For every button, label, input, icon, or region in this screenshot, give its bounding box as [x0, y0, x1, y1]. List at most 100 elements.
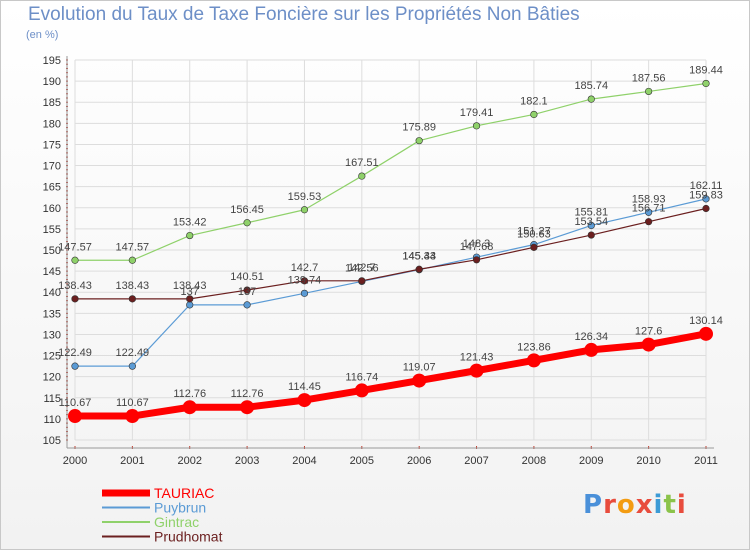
data-point-gintrac: [243, 219, 251, 227]
series-line-gintrac: [75, 82, 707, 261]
data-point-prudhomat: [645, 218, 653, 226]
legend-label-gintrac: Gintrac: [154, 514, 199, 530]
x-tick-label: 2001: [120, 455, 144, 467]
data-point-tauriac: [412, 373, 427, 388]
data-label-gintrac: 156.45: [230, 204, 264, 216]
data-label-gintrac: 167.51: [345, 157, 379, 169]
data-point-prudhomat: [530, 243, 538, 251]
y-tick-label: 165: [43, 182, 61, 194]
data-label-prudhomat: 147.68: [460, 241, 494, 253]
data-point-gintrac: [358, 172, 366, 180]
data-point-prudhomat: [472, 256, 481, 264]
data-label-prudhomat: 142.7: [348, 262, 376, 274]
data-point-puybrun: [587, 221, 595, 230]
data-label-tauriac: 110.67: [116, 397, 149, 409]
data-label-prudhomat: 153.54: [574, 216, 608, 228]
data-label-puybrun: 139.74: [288, 274, 322, 286]
data-label-tauriac: 112.76: [173, 388, 206, 400]
data-point-prudhomat: [702, 204, 710, 213]
data-label-gintrac: 185.74: [574, 80, 608, 92]
data-point-tauriac: [699, 326, 713, 341]
data-label-tauriac: 116.74: [345, 371, 378, 383]
data-label-gintrac: 187.56: [632, 72, 666, 84]
logo-letter: r: [603, 490, 617, 520]
series-line-puybrun: [75, 198, 707, 367]
x-tick-label: 2009: [579, 455, 603, 467]
data-point-tauriac: [641, 337, 656, 352]
data-label-puybrun: 122.49: [116, 347, 150, 359]
y-tick-label: 135: [43, 308, 61, 320]
data-label-tauriac: 127.6: [635, 326, 663, 338]
data-label-prudhomat: 156.71: [632, 203, 666, 215]
data-label-tauriac: 130.14: [689, 315, 723, 327]
data-label-prudhomat: 142.7: [291, 262, 319, 274]
data-point-tauriac: [182, 400, 197, 415]
data-point-gintrac: [472, 122, 481, 130]
y-tick-label: 130: [43, 329, 61, 341]
y-tick-label: 120: [43, 372, 61, 384]
axis-layer: 105 110 115 120 125 130 135 140 145 150 155 160 165 1…: [43, 55, 718, 467]
data-point-tauriac: [240, 400, 255, 415]
x-tick-label: 2000: [63, 455, 87, 467]
data-point-tauriac: [354, 383, 369, 398]
data-point-gintrac: [530, 110, 538, 119]
data-label-tauriac: 123.86: [517, 341, 551, 353]
data-label-puybrun: 162.11: [690, 180, 723, 192]
x-tick-label: 2003: [235, 455, 259, 467]
logo-letter: P: [583, 490, 604, 520]
data-label-gintrac: 182.1: [520, 95, 548, 107]
x-tick-label: 2004: [292, 455, 316, 467]
y-tick-label: 175: [43, 139, 61, 151]
y-tick-label: 150: [43, 245, 61, 257]
x-tick-label: 2002: [177, 455, 201, 467]
data-label-puybrun: 122.49: [58, 347, 92, 359]
logo-letter: t: [663, 490, 677, 520]
data-label-tauriac: 121.43: [460, 352, 494, 364]
data-point-gintrac: [300, 206, 309, 214]
data-label-prudhomat: 138.43: [58, 280, 92, 292]
y-tick-label: 185: [43, 97, 61, 109]
y-tick-label: 110: [43, 414, 61, 426]
y-tick-label: 145: [43, 266, 61, 278]
x-tick-label: 2005: [350, 455, 374, 467]
data-label-prudhomat: 138.43: [173, 280, 207, 292]
data-point-prudhomat: [71, 295, 79, 303]
data-label-prudhomat: 145.44: [402, 250, 436, 262]
data-label-gintrac: 179.41: [460, 107, 494, 119]
data-label-puybrun: 155.81: [574, 206, 608, 218]
data-point-prudhomat: [358, 277, 366, 285]
data-label-puybrun: 137: [181, 286, 199, 298]
legend-label-prudhomat: Prudhomat: [154, 529, 223, 545]
y-tick-label: 155: [43, 224, 61, 236]
data-point-gintrac: [587, 95, 595, 103]
data-label-prudhomat: 140.51: [230, 271, 264, 283]
data-point-prudhomat: [415, 265, 423, 273]
data-point-puybrun: [71, 362, 79, 370]
chart-title: Evolution du Taux de Taxe Foncière sur l…: [28, 4, 580, 25]
data-point-puybrun: [243, 301, 251, 309]
y-tick-label: 180: [43, 118, 61, 130]
data-point-gintrac: [71, 256, 79, 264]
data-point-gintrac: [128, 256, 136, 264]
data-label-tauriac: 112.76: [231, 388, 264, 400]
y-tick-label: 105: [43, 435, 61, 447]
data-point-puybrun: [645, 208, 653, 216]
data-point-gintrac: [702, 79, 710, 88]
x-tick-label: 2006: [407, 455, 431, 467]
data-point-tauriac: [526, 353, 541, 368]
data-point-gintrac: [186, 231, 194, 240]
data-label-tauriac: 126.34: [574, 331, 608, 343]
chart-subtitle: (en %): [26, 29, 59, 41]
data-label-puybrun: 158.93: [632, 193, 666, 205]
logo-letter: i: [653, 490, 664, 520]
logo-letter: x: [635, 490, 654, 520]
data-label-layer: 110.67 110.67 112.76 112.76 114.45 116.74 119.…: [58, 64, 723, 409]
data-label-gintrac: 147.57: [116, 241, 150, 253]
data-point-puybrun: [300, 289, 309, 297]
data-point-gintrac: [645, 87, 653, 96]
logo-letter: o: [616, 490, 636, 520]
series-layer: [68, 79, 713, 424]
data-point-prudhomat: [243, 286, 251, 294]
